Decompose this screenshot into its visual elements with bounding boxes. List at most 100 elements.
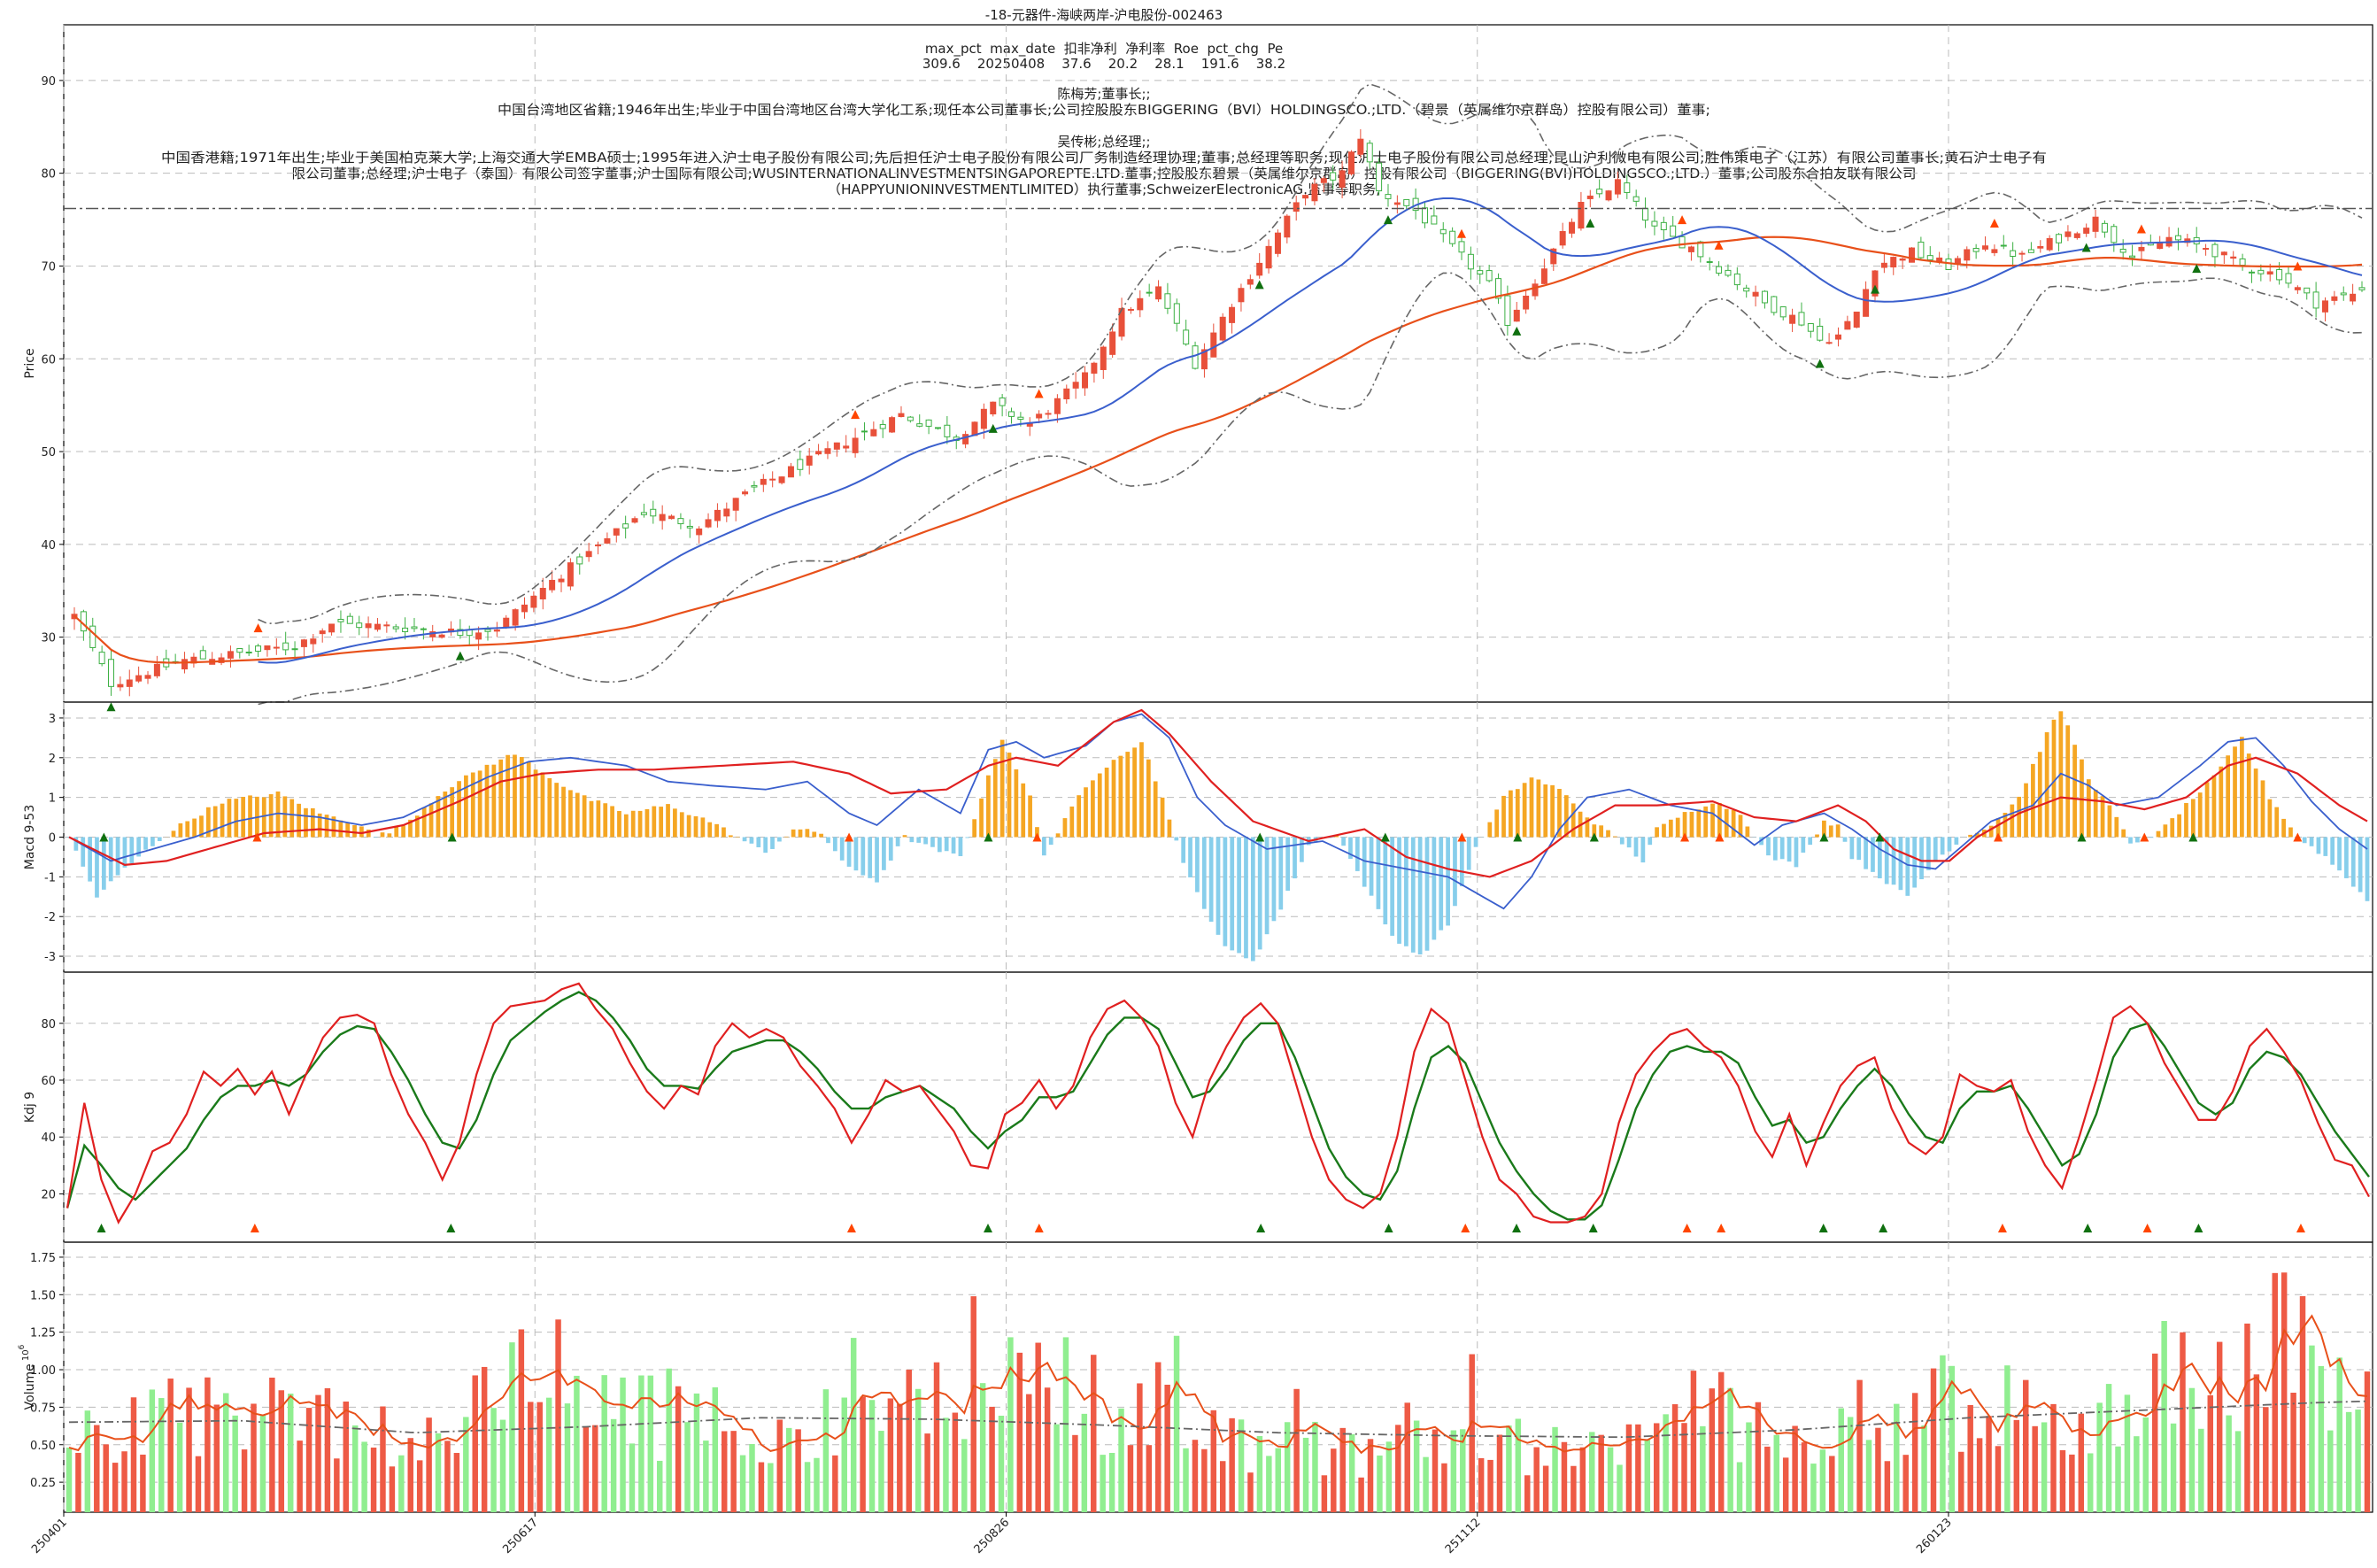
macd-bar bbox=[2212, 776, 2217, 838]
candle-body bbox=[1854, 312, 1859, 327]
macd-bar bbox=[882, 838, 886, 870]
candle-body bbox=[1422, 208, 1427, 223]
volume-bar bbox=[1266, 1456, 1271, 1512]
volume-bar bbox=[1211, 1410, 1216, 1512]
macd-bar bbox=[1690, 812, 1694, 838]
macd-bar bbox=[2191, 799, 2196, 837]
macd-bar bbox=[554, 783, 559, 837]
volume-bar bbox=[2041, 1422, 2047, 1512]
volume-bar bbox=[205, 1378, 210, 1512]
volume-bar bbox=[167, 1379, 173, 1512]
candle-body bbox=[1808, 324, 1813, 332]
volume-bar bbox=[1995, 1446, 2001, 1512]
candle-body bbox=[2203, 249, 2209, 250]
volume-bar bbox=[1229, 1418, 1234, 1512]
candle-body bbox=[999, 398, 1005, 406]
macd-bar bbox=[228, 799, 232, 837]
candle-body bbox=[678, 519, 683, 524]
candle-body bbox=[494, 630, 499, 631]
macd-bar bbox=[192, 819, 197, 838]
candle-body bbox=[2258, 270, 2264, 274]
volume-bar bbox=[730, 1431, 736, 1512]
macd-bar bbox=[2087, 779, 2091, 837]
macd-bar bbox=[631, 811, 636, 838]
volume-bar bbox=[1053, 1425, 1059, 1512]
volume-bar bbox=[2060, 1450, 2065, 1512]
volume-bar bbox=[1146, 1445, 1152, 1512]
price-ytick-label: 30 bbox=[41, 632, 56, 645]
candle-body bbox=[1100, 347, 1106, 369]
macd-bar bbox=[2261, 780, 2265, 837]
macd-ytick-label: -3 bbox=[44, 951, 56, 964]
xtick-label: 250401 bbox=[29, 1516, 70, 1556]
candle-body bbox=[1394, 203, 1400, 205]
candle-body bbox=[880, 424, 885, 429]
macd-bar bbox=[930, 838, 935, 847]
volume-bar bbox=[1866, 1440, 1872, 1512]
candle-body bbox=[1753, 292, 1758, 296]
volume-bar bbox=[1128, 1445, 1133, 1512]
volume-bar bbox=[2069, 1455, 2074, 1512]
macd-bar bbox=[868, 838, 872, 878]
macd-bar bbox=[123, 838, 127, 868]
candle-body bbox=[1092, 363, 1097, 373]
volume-bar bbox=[1967, 1405, 1972, 1512]
volume-bar bbox=[2096, 1402, 2102, 1512]
kdj-signal-up bbox=[1879, 1224, 1887, 1232]
volume-bar bbox=[2014, 1420, 2019, 1512]
macd-bar bbox=[575, 793, 580, 838]
macd-bar bbox=[819, 834, 823, 838]
volume-bar bbox=[2336, 1357, 2342, 1512]
candle-body bbox=[1717, 266, 1722, 273]
volume-bar bbox=[2309, 1346, 2314, 1512]
volume-bar bbox=[934, 1363, 939, 1512]
volume-bar bbox=[260, 1415, 266, 1512]
volume-bar bbox=[1792, 1426, 1797, 1512]
volume-bar bbox=[1026, 1394, 1031, 1512]
macd-bar bbox=[2233, 746, 2237, 837]
candle-body bbox=[1018, 417, 1023, 419]
macd-bar bbox=[158, 838, 162, 842]
volume-bar bbox=[832, 1456, 837, 1512]
macd-bar bbox=[1146, 760, 1151, 838]
candle-body bbox=[1734, 274, 1740, 284]
macd-bar bbox=[1063, 818, 1068, 837]
volume-bar bbox=[343, 1402, 349, 1512]
macd-bar bbox=[826, 838, 830, 844]
price-signal-up bbox=[1586, 219, 1594, 228]
macd-bar bbox=[777, 838, 782, 842]
volume-bar bbox=[1441, 1464, 1447, 1512]
candle-body bbox=[1257, 263, 1262, 274]
volume-bar bbox=[851, 1338, 856, 1512]
candle-body bbox=[586, 552, 591, 557]
candle-body bbox=[421, 629, 426, 630]
macd-bar bbox=[2317, 838, 2321, 854]
macd-bar bbox=[2164, 824, 2168, 837]
macd-bar bbox=[1801, 838, 1805, 854]
volume-bar bbox=[749, 1444, 754, 1512]
candle-body bbox=[265, 645, 270, 649]
macd-bar bbox=[541, 772, 545, 837]
price-signal-down bbox=[851, 410, 860, 419]
volume-bar bbox=[1746, 1422, 1751, 1512]
volume-bar bbox=[1727, 1388, 1733, 1512]
macd-bar bbox=[993, 759, 998, 837]
candle-body bbox=[1468, 254, 1473, 268]
candle-body bbox=[1184, 330, 1189, 344]
candles bbox=[72, 129, 2365, 696]
volume-bar bbox=[1617, 1464, 1622, 1512]
macd-bar bbox=[2177, 815, 2181, 838]
macd-bar bbox=[2247, 753, 2251, 837]
macd-bar bbox=[1154, 781, 1158, 837]
candle-body bbox=[1138, 298, 1143, 310]
macd-bar bbox=[610, 806, 614, 837]
macd-ytick-label: -1 bbox=[44, 871, 56, 884]
macd-bar bbox=[248, 795, 252, 837]
candle-body bbox=[596, 545, 601, 546]
volume-bar bbox=[2106, 1384, 2111, 1512]
macd-bar bbox=[116, 838, 120, 876]
macd-bar bbox=[2240, 737, 2244, 837]
volume-bar bbox=[536, 1402, 542, 1512]
candle-body bbox=[2010, 251, 2016, 256]
